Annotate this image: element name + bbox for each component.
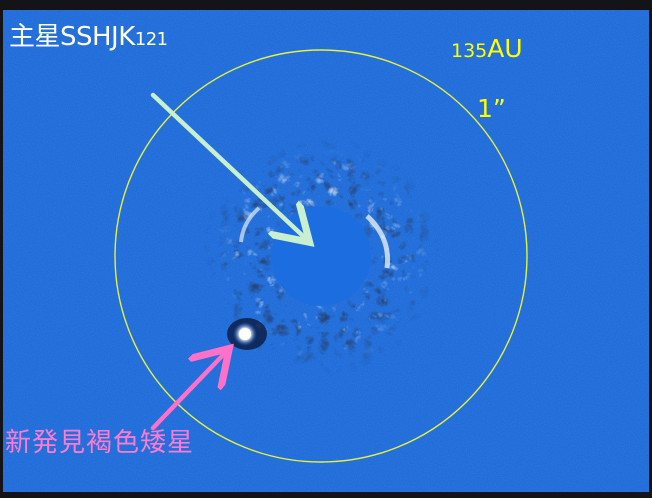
brown-dwarf-label: 新発見褐色矮星 <box>5 428 195 458</box>
observation-canvas <box>3 10 649 492</box>
distance-label: 135AU <box>451 34 523 63</box>
brown-dwarf-companion <box>227 318 267 350</box>
scale-circle <box>114 49 528 463</box>
bright-speckle-right <box>365 214 391 269</box>
host-star-label: 主星SSHJK121 <box>9 22 168 52</box>
angular-scale-label: 1” <box>477 94 506 123</box>
bright-speckle-left <box>239 206 261 243</box>
telescope-image: 主星SSHJK121 135AU 1” 新発見褐色矮星 <box>3 10 649 492</box>
host-star-arrow <box>150 92 303 236</box>
brown-dwarf-arrow <box>150 355 223 431</box>
